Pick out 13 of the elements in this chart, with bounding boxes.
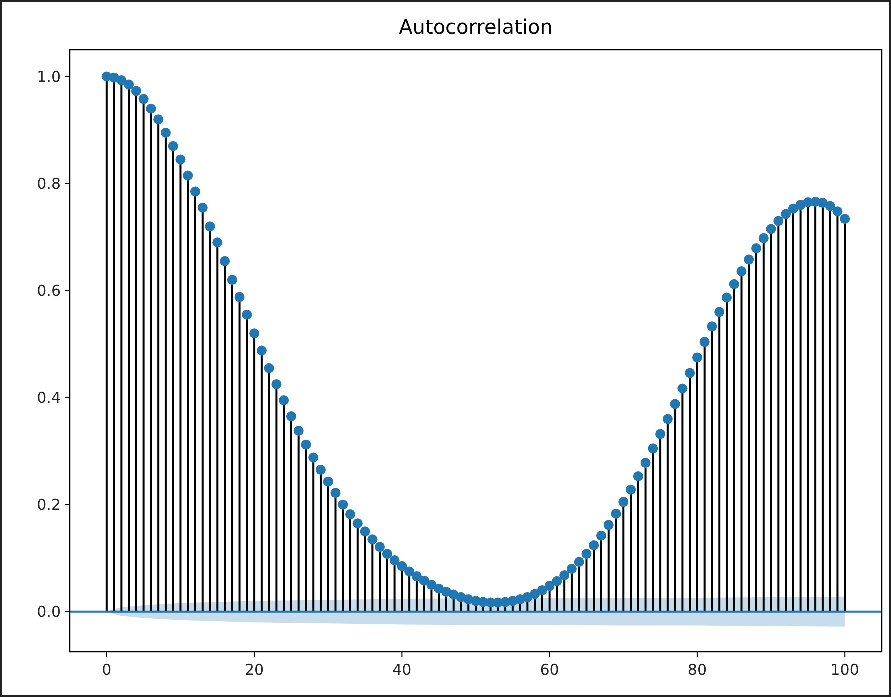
x-tick-label: 80 — [688, 661, 707, 679]
y-tick-label: 0.4 — [37, 389, 61, 408]
y-tick-label: 1.0 — [37, 68, 61, 86]
x-tick-label: 100 — [830, 661, 860, 679]
x-tick-label: 60 — [540, 661, 560, 679]
x-tick-label: 0 — [102, 661, 112, 679]
y-tick-label: 0.0 — [37, 603, 61, 622]
y-tick-label: 0.8 — [37, 175, 61, 194]
y-tick-label: 0.6 — [37, 282, 61, 300]
x-tick-label: 20 — [245, 661, 264, 679]
x-tick-label: 40 — [392, 661, 412, 679]
chart-title: Autocorrelation — [399, 15, 553, 39]
y-tick-label: 0.2 — [37, 496, 61, 514]
